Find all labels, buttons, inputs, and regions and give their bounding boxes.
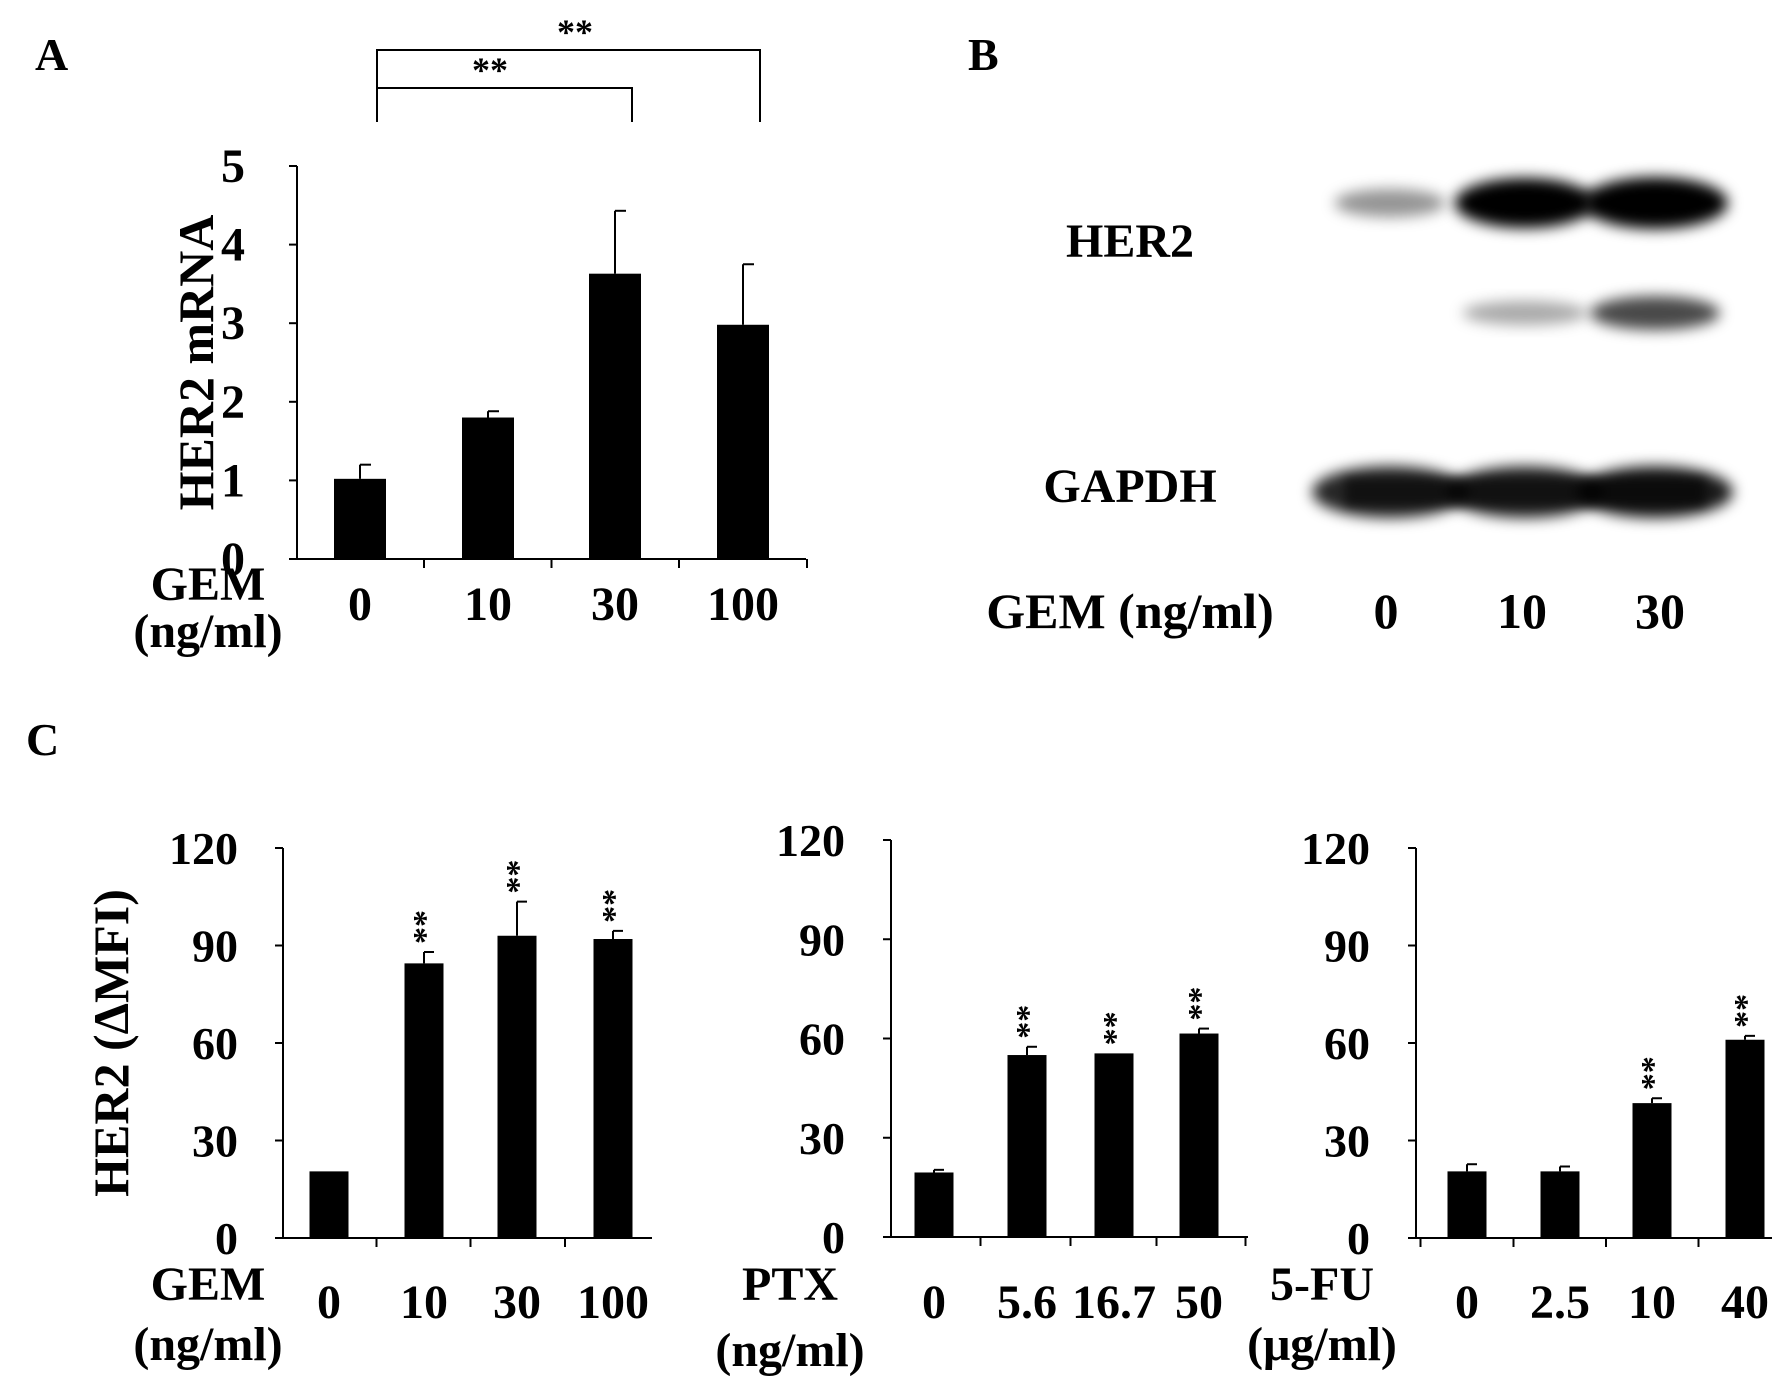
panel-label-b: B — [968, 29, 999, 80]
y-tick-label: 2 — [221, 376, 245, 429]
bar — [334, 478, 386, 559]
x-tick-label: 10 — [400, 1276, 448, 1329]
blot-lane-label: 0 — [1374, 583, 1399, 639]
x-axis-label: (ng/ml) — [133, 1318, 282, 1371]
x-tick-label: 5.6 — [997, 1276, 1057, 1329]
bar — [404, 963, 444, 1238]
significance-stars: ** — [407, 910, 444, 944]
significance-stars: ** — [1182, 987, 1219, 1021]
y-tick-label: 120 — [1301, 823, 1370, 874]
y-tick-label: 90 — [1324, 921, 1370, 972]
bar — [1007, 1055, 1047, 1237]
significance-stars: ** — [557, 12, 593, 52]
blot-band-her2-lower — [1462, 300, 1588, 326]
blot-band-her2 — [1582, 177, 1728, 229]
y-tick-label: 0 — [822, 1212, 845, 1263]
bar — [1179, 1033, 1219, 1237]
x-tick-label: 16.7 — [1072, 1276, 1156, 1329]
x-axis-label: GEM — [151, 1258, 266, 1311]
x-tick-label: 2.5 — [1530, 1276, 1590, 1329]
y-tick-label: 120 — [169, 823, 238, 874]
bar — [497, 935, 537, 1238]
y-tick-label: 60 — [1324, 1018, 1370, 1069]
x-axis-label: (μg/ml) — [1247, 1318, 1397, 1371]
panel-label-c: C — [26, 714, 59, 765]
bar — [462, 417, 514, 559]
x-axis-label: (ng/ml) — [715, 1324, 864, 1377]
y-tick-label: 30 — [1324, 1116, 1370, 1167]
x-tick-label: 0 — [922, 1276, 946, 1329]
x-tick-label: 0 — [317, 1276, 341, 1329]
y-tick-label: 0 — [215, 1213, 238, 1264]
bar — [717, 324, 769, 559]
chart-panel-c-5fu: 0 30 60 90 120 0 2.5 ** 10 ** 40 5-FU (μg/ml) — [1247, 823, 1772, 1371]
x-tick-label: 0 — [348, 578, 372, 631]
blot-band-her2-lower — [1590, 296, 1720, 330]
y-tick-label: 30 — [799, 1113, 845, 1164]
x-axis-label: 5-FU — [1270, 1258, 1374, 1311]
x-tick-label: 0 — [1455, 1276, 1479, 1329]
y-axis-label: HER2 mRNA — [168, 215, 224, 511]
y-tick-label: 120 — [776, 815, 845, 866]
blot-lane-label: 30 — [1635, 583, 1685, 639]
x-axis-label: PTX — [742, 1258, 838, 1311]
y-tick-label: 60 — [192, 1018, 238, 1069]
y-tick-label: 0 — [221, 533, 245, 586]
bar — [593, 939, 633, 1238]
significance-bracket — [376, 49, 761, 122]
significance-stars: ** — [1728, 994, 1765, 1028]
significance-stars: ** — [1010, 1005, 1047, 1039]
blot-row-label-gapdh: GAPDH — [1043, 460, 1216, 513]
bar — [1725, 1039, 1765, 1238]
chart-panel-c-ptx: 0 30 60 90 120 0 ** 5.6 ** 16.7 ** 50 PTX (ng/ml) — [715, 815, 1248, 1377]
x-tick-label: 10 — [464, 578, 512, 631]
bar — [1540, 1171, 1580, 1238]
chart-panel-a: 0 1 2 3 4 5 0 10 30 100 GEM(ng/ml) HER2 mRNA ** ** — [133, 12, 808, 658]
y-tick-label: 4 — [221, 219, 245, 272]
bar — [309, 1171, 349, 1238]
y-tick-label: 90 — [799, 914, 845, 965]
bar — [589, 273, 641, 559]
y-tick-label: 1 — [221, 454, 245, 507]
x-tick-label: 100 — [577, 1276, 649, 1329]
western-blot-panel: HER2 GAPDH GEM (ng/ml) 0 10 30 — [986, 177, 1733, 639]
bar — [914, 1172, 954, 1237]
panel-label-a: A — [35, 29, 68, 80]
blot-band-gapdh-strip — [1345, 478, 1705, 506]
blot-x-axis-label: GEM (ng/ml) — [986, 583, 1273, 639]
blot-lane-label: 10 — [1497, 583, 1547, 639]
y-tick-label: 90 — [192, 921, 238, 972]
bar — [1632, 1103, 1672, 1238]
y-tick-label: 0 — [1347, 1213, 1370, 1264]
x-tick-label: 50 — [1175, 1276, 1223, 1329]
x-tick-label: 40 — [1721, 1276, 1769, 1329]
y-axis-label: HER2 (ΔMFI) — [83, 889, 139, 1197]
significance-stars: ** — [1635, 1056, 1672, 1090]
significance-stars: ** — [500, 860, 537, 894]
blot-row-label-her2: HER2 — [1066, 215, 1194, 268]
x-tick-label: 30 — [591, 578, 639, 631]
x-axis-label: GEM — [151, 558, 266, 611]
bar — [1094, 1053, 1134, 1237]
x-tick-label: 30 — [493, 1276, 541, 1329]
significance-bracket — [376, 87, 633, 122]
bar — [1447, 1171, 1487, 1238]
y-tick-label: 3 — [221, 297, 245, 350]
x-tick-label: 100 — [707, 578, 779, 631]
y-tick-label: 60 — [799, 1014, 845, 1065]
y-tick-label: 5 — [221, 140, 245, 193]
chart-panel-c-gem: 0 30 60 90 120 0 ** 10 ** 30 ** 100 GEM (ng/ml) HER2 (… — [83, 823, 652, 1371]
significance-stars: ** — [472, 50, 508, 90]
blot-band-her2 — [1454, 177, 1596, 229]
significance-stars: ** — [1097, 1011, 1134, 1045]
x-axis-label: (ng/ml) — [133, 605, 282, 658]
x-tick-label: 10 — [1628, 1276, 1676, 1329]
blot-band-her2 — [1334, 188, 1446, 218]
y-tick-label: 30 — [192, 1116, 238, 1167]
significance-stars: ** — [596, 889, 633, 923]
